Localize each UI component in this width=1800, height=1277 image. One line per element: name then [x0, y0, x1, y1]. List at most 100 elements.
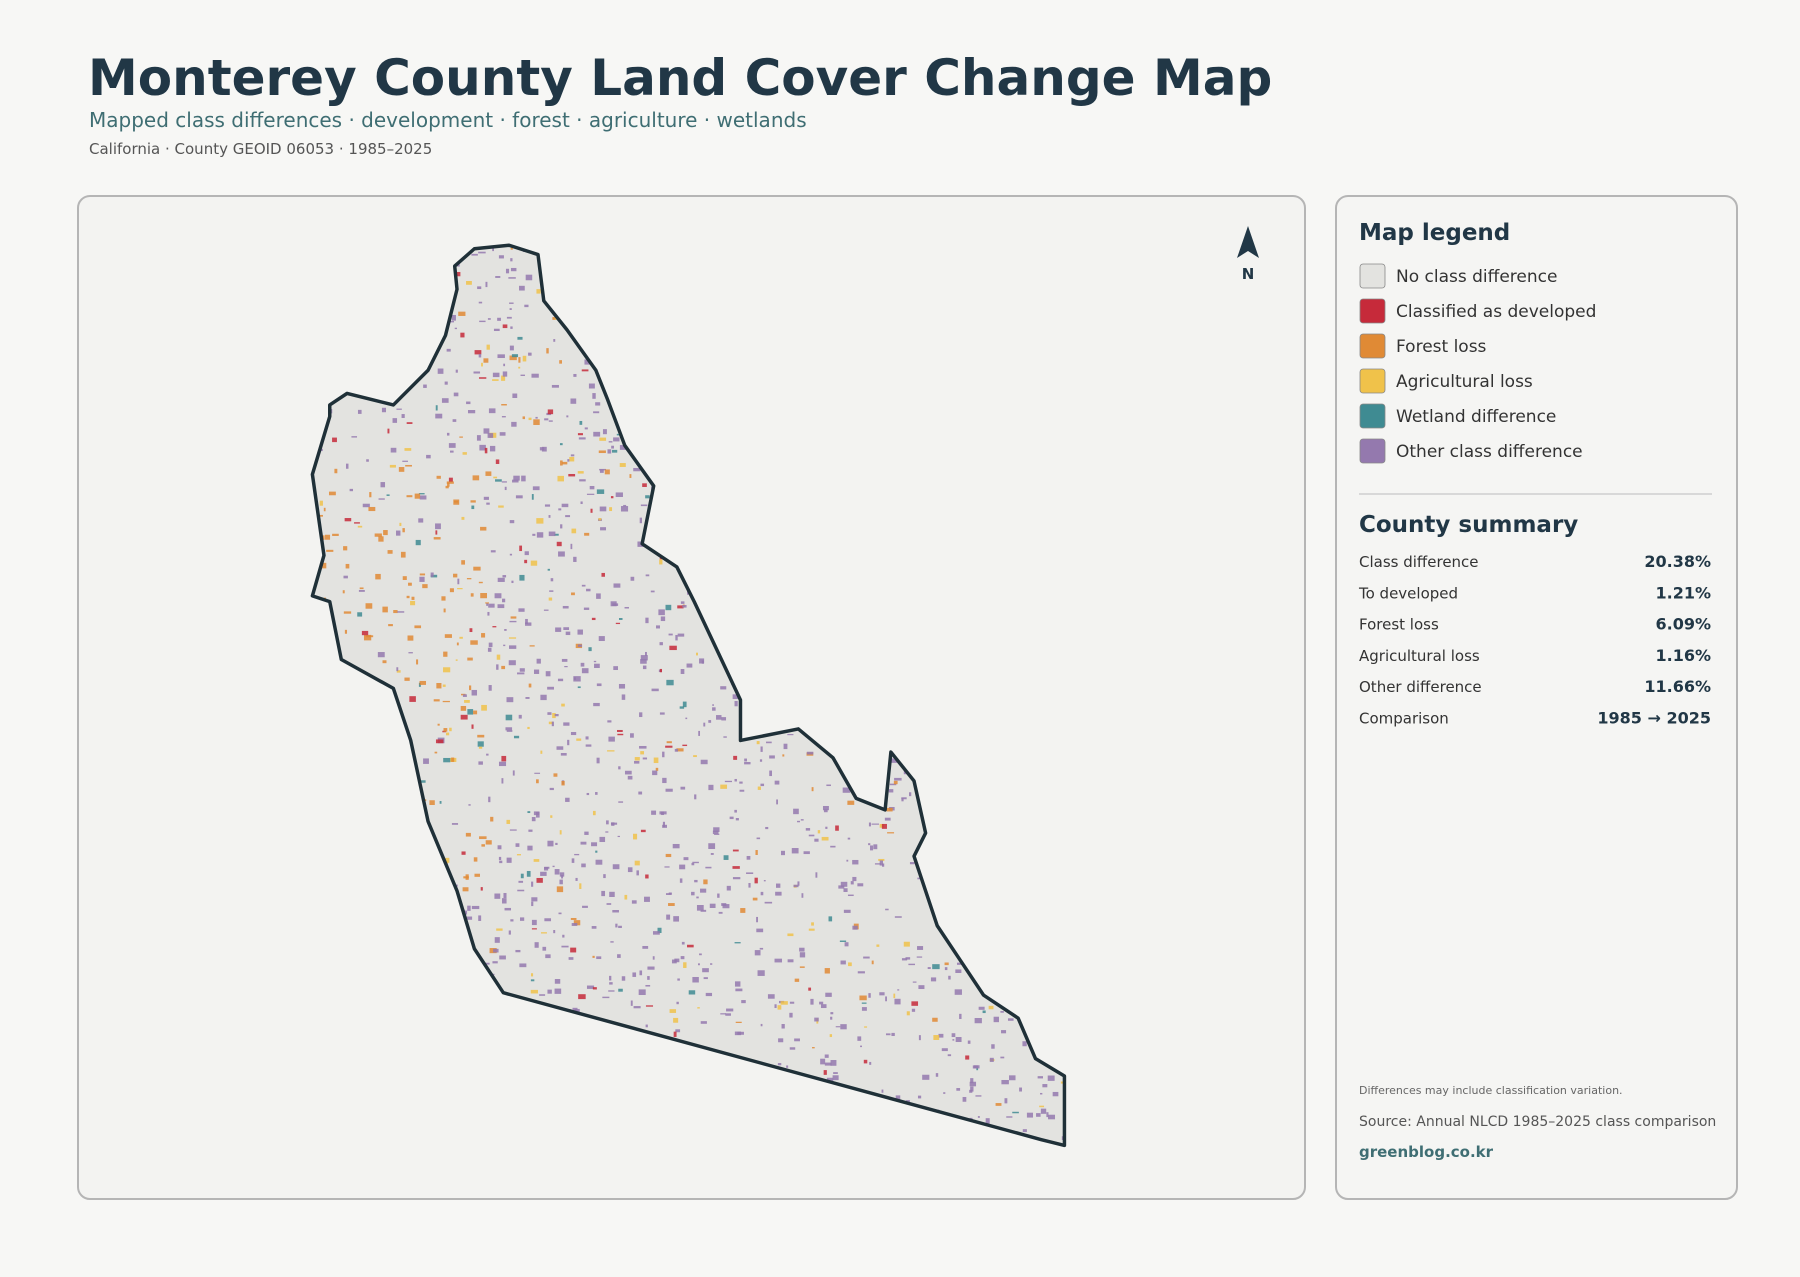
change-patch [497, 577, 505, 582]
change-patch [739, 789, 745, 792]
change-patch [510, 267, 517, 272]
change-patch [721, 717, 727, 721]
change-patch [774, 780, 780, 785]
change-patch [951, 1033, 956, 1038]
change-patch [473, 857, 478, 862]
change-patch [570, 398, 577, 404]
change-patch [618, 925, 622, 929]
summary-value: 11.66% [1644, 677, 1711, 696]
change-patch [578, 437, 586, 440]
change-patch [613, 583, 621, 588]
change-patch [565, 797, 570, 802]
change-patch [492, 372, 500, 378]
change-patch [824, 1062, 832, 1066]
change-patch [559, 360, 562, 364]
change-patch [471, 505, 475, 510]
change-patch [508, 277, 516, 279]
change-patch [584, 427, 588, 430]
change-patch [519, 285, 525, 291]
change-patch [767, 994, 775, 999]
legend-swatch [1359, 438, 1386, 464]
change-patch [486, 753, 489, 756]
change-patch [970, 1086, 974, 1092]
change-patch [492, 961, 498, 964]
change-patch [969, 1081, 977, 1087]
change-patch [735, 988, 743, 992]
change-patch [687, 944, 694, 948]
change-patch [540, 871, 547, 876]
change-patch [470, 500, 476, 503]
change-patch [501, 481, 507, 483]
summary-value: 20.38% [1644, 552, 1711, 571]
change-patch [673, 916, 680, 922]
change-patch [344, 518, 352, 522]
change-patch [531, 928, 537, 930]
change-patch [760, 891, 764, 896]
change-patch [712, 704, 714, 706]
change-patch [613, 666, 618, 671]
change-patch [666, 741, 672, 744]
change-patch [419, 495, 427, 500]
change-patch [499, 860, 503, 864]
change-patch [471, 689, 478, 696]
change-patch [439, 801, 442, 804]
change-patch [509, 355, 517, 361]
change-patch [535, 812, 540, 818]
change-patch [495, 459, 500, 464]
change-patch [944, 962, 949, 966]
change-patch [450, 450, 454, 453]
change-patch [581, 584, 586, 587]
change-patch [933, 1035, 940, 1040]
change-patch [497, 845, 502, 850]
change-patch [573, 373, 577, 377]
change-patch [396, 408, 402, 410]
change-patch [825, 826, 828, 829]
source: Source: Annual NLCD 1985–2025 class comp… [1359, 1114, 1716, 1130]
change-patch [873, 844, 878, 850]
change-patch [575, 877, 578, 881]
change-patch [522, 416, 526, 420]
change-patch [662, 821, 666, 828]
change-patch [510, 247, 513, 250]
change-patch [840, 881, 848, 887]
change-patch [589, 485, 595, 490]
change-patch [808, 834, 815, 837]
change-patch [419, 573, 426, 576]
change-patch [602, 996, 610, 999]
change-patch [787, 959, 794, 963]
change-patch [638, 989, 646, 996]
change-patch [680, 601, 685, 604]
change-patch [732, 866, 740, 869]
change-patch [909, 792, 912, 797]
change-patch [503, 644, 506, 647]
change-patch [608, 736, 615, 742]
change-patch [775, 891, 782, 896]
change-patch [698, 963, 700, 966]
change-patch [708, 720, 712, 723]
change-patch [757, 786, 761, 790]
change-patch [604, 469, 610, 475]
change-patch [662, 751, 665, 758]
change-patch [677, 605, 684, 609]
change-patch [679, 864, 686, 870]
change-patch [636, 870, 639, 876]
change-patch [776, 799, 778, 805]
change-patch [553, 930, 556, 934]
change-patch [665, 604, 672, 611]
change-patch [630, 1000, 633, 1006]
change-patch [453, 392, 459, 397]
change-patch [555, 627, 562, 632]
change-patch [677, 633, 685, 637]
change-patch [590, 508, 593, 513]
change-patch [906, 1011, 910, 1016]
change-patch [700, 909, 707, 912]
change-patch [665, 788, 673, 792]
change-patch [573, 676, 581, 682]
change-patch [901, 797, 907, 800]
change-patch [525, 274, 533, 281]
change-patch [458, 311, 466, 316]
change-patch [530, 560, 538, 566]
change-patch [444, 381, 448, 385]
change-patch [547, 712, 552, 715]
change-patch [665, 853, 672, 858]
